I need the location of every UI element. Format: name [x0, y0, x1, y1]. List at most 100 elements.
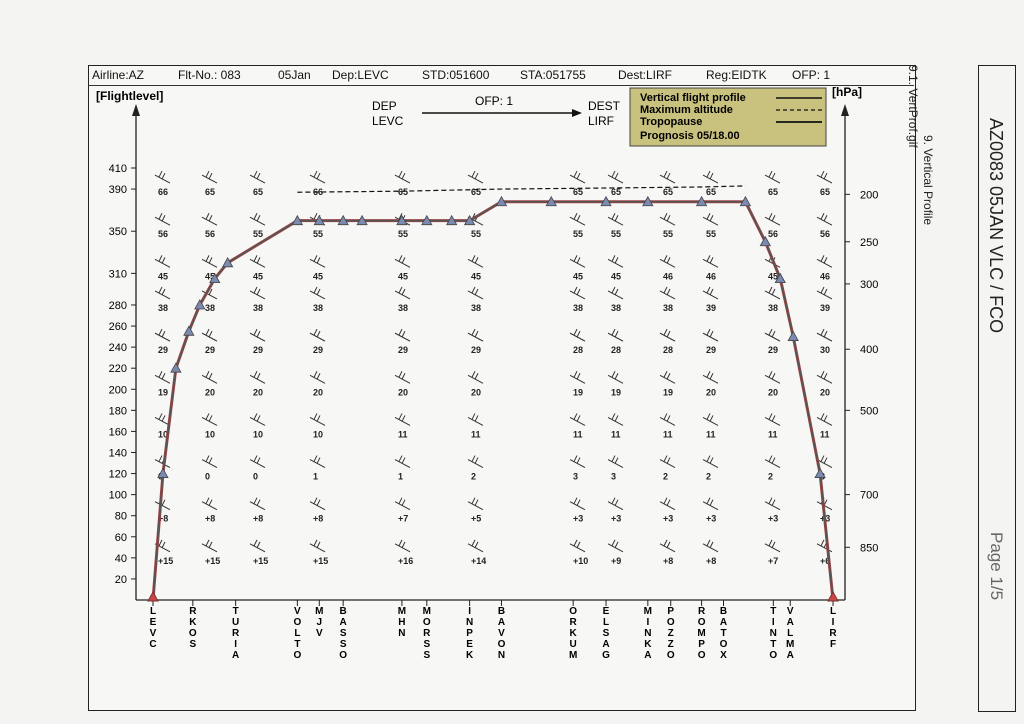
wind-barb-flag [663, 170, 668, 178]
page-number: Page 1/5 [987, 532, 1006, 601]
wind-barb-flag [573, 455, 578, 462]
wind-barb-flag [253, 286, 258, 294]
wind-barb-flag [401, 457, 406, 464]
wind-barb-flag [313, 497, 318, 504]
wind-barb-flag [666, 415, 671, 422]
wind-barb-flag [573, 539, 578, 547]
wind-temp-label: 1 [398, 472, 403, 482]
wind-barb-flag [709, 457, 714, 464]
side-title: AZ0083 05JAN VLC / FCO [986, 118, 1006, 334]
wind-barb-flag [576, 541, 581, 549]
wind-temp-label: 55 [471, 229, 481, 239]
wind-barb-flag [823, 172, 828, 180]
wind-temp-label: 65 [205, 187, 215, 197]
wind-barb-flag [313, 286, 318, 294]
profile-point [545, 195, 557, 207]
wind-temp-label: 29 [253, 345, 263, 355]
wind-barb-flag [158, 286, 163, 294]
wind-temp-label: 56 [205, 229, 215, 239]
wind-temp-label: 55 [573, 229, 583, 239]
profile-point [291, 214, 304, 226]
y2-tick-label: 200 [860, 189, 878, 201]
wind-barb-flag [611, 328, 616, 336]
wind-barb-flag [471, 371, 476, 378]
wind-barb-flag [398, 413, 403, 420]
side-title-box [978, 65, 1016, 712]
profile-point [356, 214, 368, 226]
wind-barb-flag [709, 288, 714, 296]
wind-barb-flag [611, 455, 616, 462]
wind-barb [702, 286, 719, 300]
wind-barb-flag [161, 288, 166, 296]
wind-barb-flag [771, 288, 776, 296]
wind-barb [607, 170, 624, 184]
wind-barb-flag [823, 415, 828, 422]
wind-barb-flag [313, 539, 318, 547]
wind-barb-flag [611, 255, 616, 262]
wind-barb-flag [158, 371, 163, 378]
wind-barb [569, 170, 586, 184]
wind-barb-flag [666, 172, 671, 180]
wind-barb [659, 413, 676, 426]
y-tick-label: 310 [109, 268, 127, 280]
profile-point [787, 330, 799, 341]
y2-tick-label: 250 [860, 237, 878, 249]
wind-temp-label: 20 [768, 387, 778, 397]
wind-barb [569, 455, 586, 469]
wind-barb-flag [253, 328, 258, 336]
wind-barb-flag [576, 330, 581, 338]
wind-barb [702, 413, 719, 426]
wind-barb [764, 497, 781, 511]
wind-temp-label: 38 [158, 303, 168, 313]
wind-barb-flag [205, 170, 210, 178]
wind-temp-label: 55 [611, 229, 621, 239]
wind-temp-label: 56 [768, 229, 778, 239]
wind-barb-flag [573, 212, 578, 220]
wind-barb [309, 255, 326, 268]
wind-barb-flag [256, 373, 261, 380]
profile-point [183, 325, 195, 336]
wind-barb-flag [313, 413, 318, 420]
wind-barb [607, 212, 624, 226]
wind-barb-flag [663, 212, 668, 220]
wind-barb-flag [471, 413, 476, 420]
wind-temp-label: 19 [158, 387, 168, 397]
y2-tick-label: 400 [860, 344, 878, 356]
wind-barb [394, 286, 411, 300]
wind-barb-flag [474, 457, 479, 464]
wind-temp-label: +8 [205, 514, 215, 524]
wind-temp-label: 65 [253, 187, 263, 197]
wind-barb-flag [820, 328, 825, 336]
wind-temp-label: 29 [768, 345, 778, 355]
wind-barb-flag [398, 455, 403, 462]
wind-barb [702, 497, 719, 511]
profile-point [396, 214, 408, 226]
dest-code: LIRF [588, 114, 614, 128]
wind-barb-flag [823, 457, 828, 464]
wind-barb-flag [823, 330, 828, 338]
wind-temp-label: 45 [253, 271, 263, 281]
wind-temp-label: 65 [398, 187, 408, 197]
wind-temp-label: 65 [611, 187, 621, 197]
wind-barb [394, 328, 411, 342]
legend-profile-text: Vertical flight profile [640, 92, 746, 104]
wind-temp-label: 38 [611, 303, 621, 313]
wind-barb [607, 286, 624, 300]
wind-temp-label: 29 [313, 345, 323, 355]
wind-barb [201, 170, 218, 184]
wind-barb-flag [401, 499, 406, 506]
wind-barb [702, 539, 719, 553]
wind-barb [467, 328, 484, 342]
wind-barb-flag [205, 497, 210, 504]
wind-barb-flag [253, 170, 258, 178]
wind-temp-label: 55 [663, 229, 673, 239]
std-text: STD:051600 [422, 68, 490, 82]
profile-point [642, 195, 654, 207]
wind-barb [607, 455, 624, 469]
wind-barb-flag [614, 172, 619, 180]
wind-barb-flag [706, 497, 711, 504]
wind-barb [607, 539, 624, 553]
wind-temp-label: 20 [398, 387, 408, 397]
